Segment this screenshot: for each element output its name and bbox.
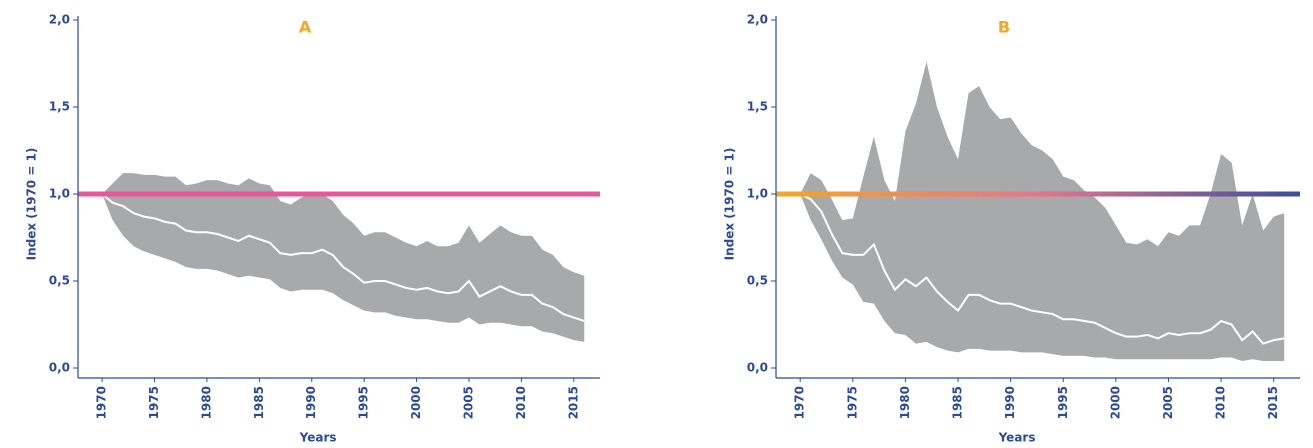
x-tick-label: 2010 [1214, 386, 1228, 419]
x-tick-label: 1995 [357, 386, 371, 419]
x-tick-label: 2010 [514, 386, 528, 419]
x-tick-label: 2000 [1108, 386, 1122, 419]
chart-title: B [998, 18, 1010, 37]
y-tick-label: 0,5 [747, 274, 768, 288]
y-tick-label: 0,5 [49, 274, 70, 288]
y-tick-label: 1,5 [49, 100, 70, 114]
x-axis-label: Years [299, 431, 337, 445]
x-tick-label: 1970 [793, 386, 807, 419]
y-tick-label: 1,0 [747, 187, 768, 201]
x-tick-label: 1980 [199, 386, 213, 419]
x-tick-label: 1975 [147, 386, 161, 419]
x-tick-label: 1970 [95, 386, 109, 419]
reference-line [776, 191, 1300, 197]
x-tick-label: 2005 [1161, 386, 1175, 419]
chart-title: A [299, 18, 312, 37]
y-axis-label: Index (1970 = 1) [25, 148, 39, 261]
index-line [799, 193, 1285, 345]
y-tick-label: 2,0 [747, 13, 768, 27]
range-band [102, 173, 585, 342]
y-tick-label: 0,0 [747, 361, 768, 375]
y-tick-label: 1,0 [49, 187, 70, 201]
x-tick-label: 1995 [1056, 386, 1070, 419]
x-tick-label: 1980 [898, 386, 912, 419]
x-tick-label: 2015 [566, 386, 580, 419]
y-tick-label: 1,5 [747, 100, 768, 114]
x-tick-label: 2000 [409, 386, 423, 419]
y-axis-label: Index (1970 = 1) [723, 148, 737, 261]
x-tick-label: 1990 [304, 386, 318, 419]
x-tick-label: 2005 [461, 386, 475, 419]
x-axis-label: Years [998, 431, 1036, 445]
y-tick-label: 2,0 [49, 13, 70, 27]
x-tick-label: 1990 [1003, 386, 1017, 419]
x-tick-label: 1985 [252, 386, 266, 419]
x-tick-label: 2015 [1266, 386, 1280, 419]
reference-line [78, 191, 600, 197]
x-tick-label: 1975 [845, 386, 859, 419]
range-band [800, 61, 1285, 362]
y-tick-label: 0,0 [49, 361, 70, 375]
index-line [101, 193, 585, 322]
x-tick-label: 1985 [951, 386, 965, 419]
